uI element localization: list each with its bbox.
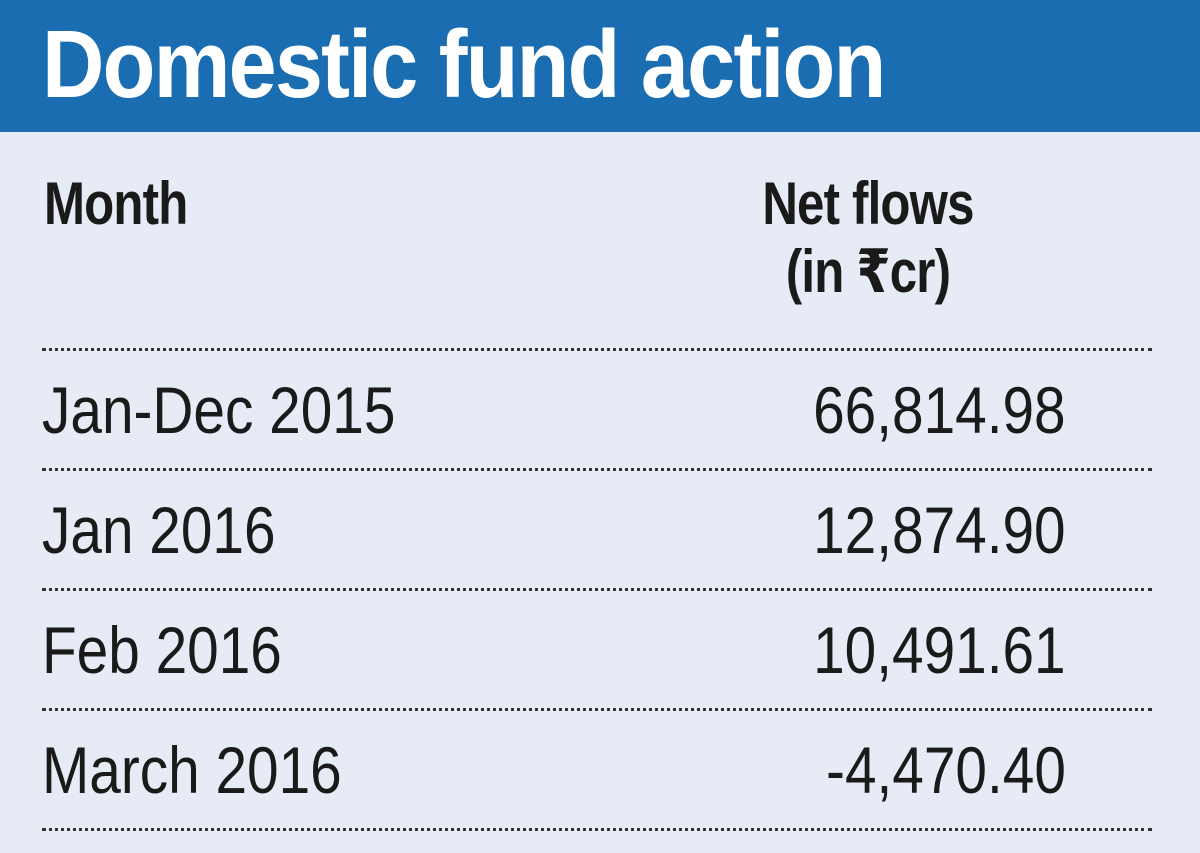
column-header-net-flows: Net flows (in ₹cr)	[688, 170, 1048, 306]
month-cell: Feb 2016	[42, 613, 282, 687]
chart-title: Domestic fund action	[42, 11, 886, 118]
table-row: Jan 2016 12,874.90	[42, 471, 1152, 588]
net-flows-cell: -4,470.40	[826, 733, 1066, 807]
net-flows-cell: 10,491.61	[813, 613, 1066, 687]
row-divider	[42, 468, 1152, 471]
month-cell: Jan 2016	[42, 493, 276, 567]
table-row: Feb 2016 10,491.61	[42, 591, 1152, 708]
month-cell: Jan-Dec 2015	[42, 373, 396, 447]
column-header-net-flows-label: Net flows	[762, 170, 974, 237]
column-header-unit: (in ₹cr)	[785, 238, 951, 305]
net-flows-cell: 12,874.90	[813, 493, 1066, 567]
table-row: March 2016 -4,470.40	[42, 711, 1152, 828]
table-body: Jan-Dec 2015 66,814.98 Jan 2016 12,874.9…	[42, 348, 1152, 831]
table-row: Jan-Dec 2015 66,814.98	[42, 351, 1152, 468]
month-cell: March 2016	[42, 733, 342, 807]
row-divider	[42, 708, 1152, 711]
row-divider	[42, 828, 1152, 831]
title-banner: Domestic fund action	[0, 0, 1200, 132]
column-header-month: Month	[44, 170, 188, 237]
row-divider	[42, 588, 1152, 591]
net-flows-cell: 66,814.98	[813, 373, 1066, 447]
row-divider	[42, 348, 1152, 351]
